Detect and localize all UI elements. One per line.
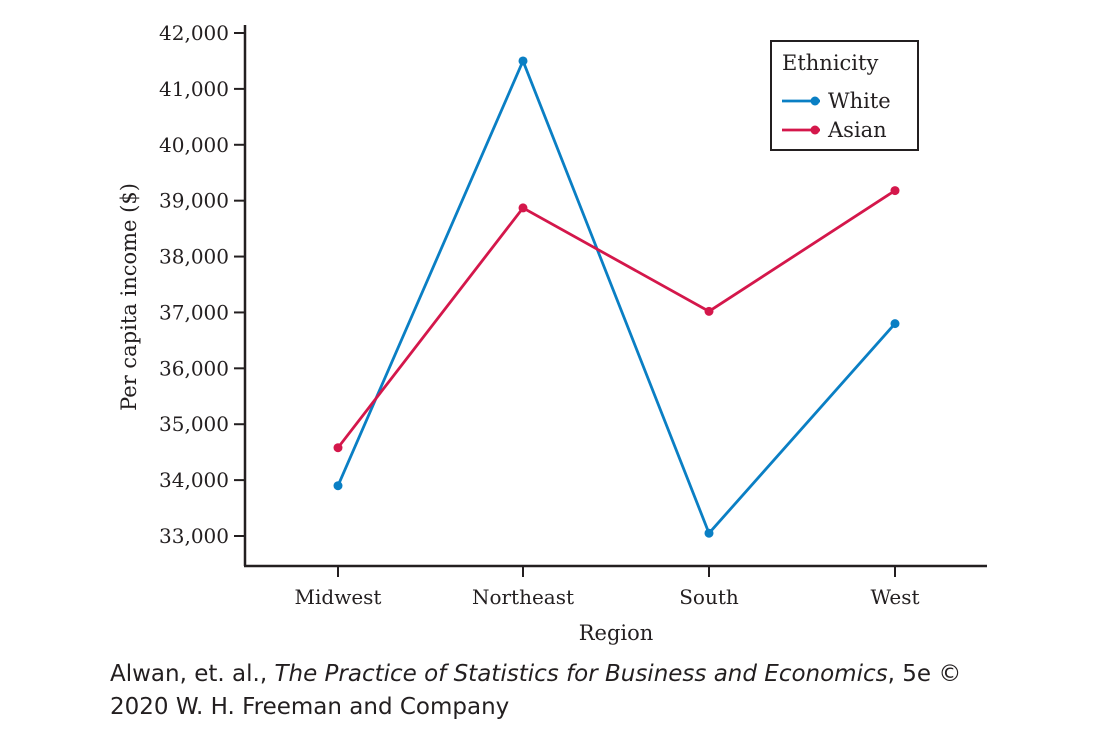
- y-axis-ticks: 33,000 34,000 35,000 36,000 37,000 38,000 39,0…: [159, 21, 245, 548]
- data-point-asian: [333, 443, 343, 453]
- data-point-asian: [890, 186, 900, 196]
- y-tick-label: 33,000: [159, 524, 229, 548]
- caption-tail: , 5e © 2020 W. H. Freeman and Company: [110, 661, 962, 720]
- x-tick-label: South: [679, 585, 739, 609]
- source-caption: Alwan, et. al., The Practice of Statisti…: [110, 658, 1010, 724]
- legend-item-asian: Asian: [782, 118, 887, 142]
- y-tick-label: 34,000: [159, 468, 229, 492]
- data-point-white: [333, 481, 343, 491]
- series-white: [333, 56, 900, 538]
- legend-label: Asian: [827, 118, 887, 142]
- y-tick-label: 35,000: [159, 412, 229, 436]
- y-tick-label: 36,000: [159, 356, 229, 380]
- y-tick-label: 41,000: [159, 77, 229, 101]
- caption-book-title: The Practice of Statistics for Business …: [274, 661, 888, 687]
- series-line-asian: [336, 189, 896, 449]
- legend-item-white: White: [782, 89, 891, 113]
- data-point-white: [890, 319, 900, 329]
- data-point-white: [704, 528, 714, 538]
- series-layer: [333, 56, 900, 538]
- legend-box: [770, 40, 919, 151]
- legend: Ethnicity White Asian: [770, 40, 919, 151]
- legend-label: White: [828, 89, 891, 113]
- x-axis-title: Region: [579, 621, 654, 645]
- x-tick-label: Northeast: [472, 585, 574, 609]
- series-line-white: [336, 57, 897, 536]
- caption-author: Alwan, et. al.,: [110, 661, 275, 687]
- legend-swatch-marker: [810, 125, 820, 135]
- y-tick-label: 39,000: [159, 189, 229, 213]
- y-tick-label: 40,000: [159, 133, 229, 157]
- axes: [243, 25, 987, 568]
- data-point-asian: [518, 203, 528, 213]
- legend-swatch-marker: [810, 96, 820, 106]
- y-axis-title: Per capita income ($): [117, 183, 141, 411]
- legend-title: Ethnicity: [782, 51, 878, 75]
- y-tick-label: 37,000: [159, 300, 229, 324]
- y-tick-label: 42,000: [159, 21, 229, 45]
- x-tick-label: West: [870, 585, 919, 609]
- y-tick-label: 38,000: [159, 245, 229, 269]
- series-asian: [333, 186, 900, 453]
- data-point-white: [518, 56, 528, 66]
- x-tick-label: Midwest: [295, 585, 382, 609]
- data-point-asian: [704, 306, 714, 316]
- x-axis-ticks: Midwest Northeast South West: [295, 566, 920, 609]
